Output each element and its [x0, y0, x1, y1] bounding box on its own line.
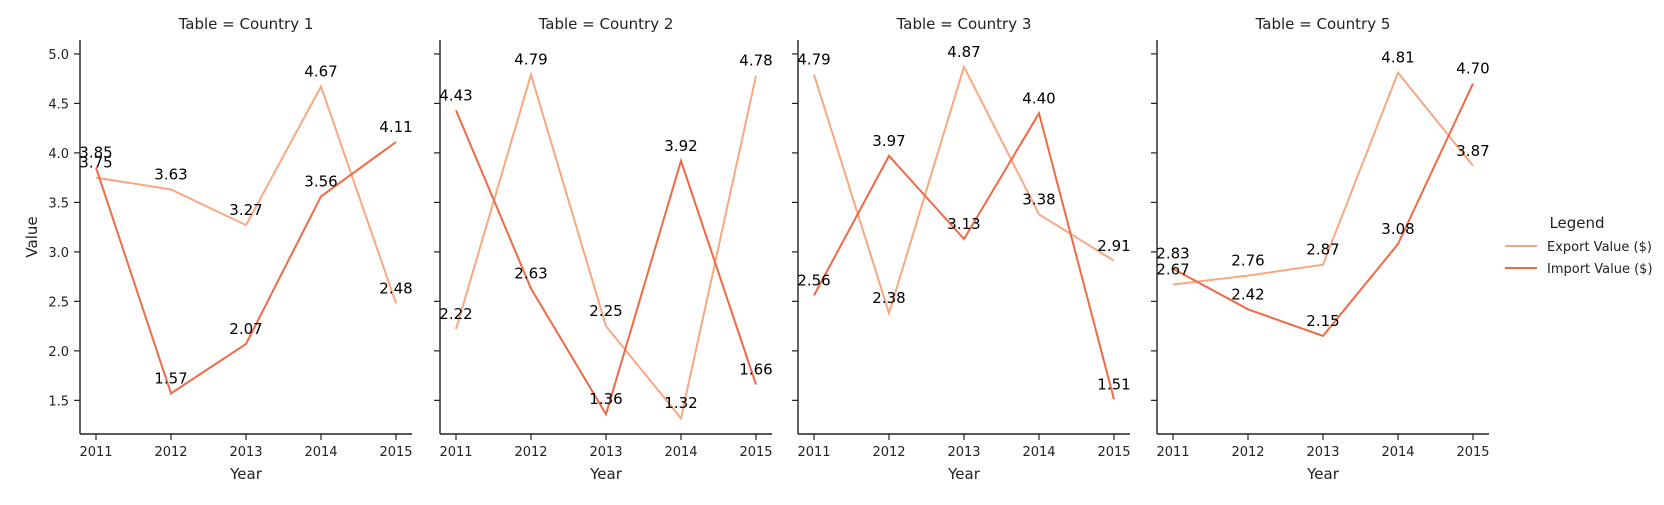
y-tick-label: 1.5: [48, 394, 69, 409]
data-label: 1.51: [1097, 375, 1130, 393]
x-axis-label: Year: [229, 465, 263, 483]
x-tick-label: 2014: [1022, 445, 1055, 460]
y-tick-label: 5.0: [48, 48, 69, 63]
data-label: 4.70: [1456, 60, 1489, 78]
y-tick-label: 3.0: [48, 246, 69, 261]
data-label: 4.43: [439, 86, 472, 104]
x-tick-label: 2011: [439, 445, 472, 460]
data-label: 1.66: [739, 361, 772, 379]
y-tick-label: 4.5: [48, 97, 69, 112]
legend-entry: Export Value ($): [1547, 240, 1652, 255]
x-tick-label: 2012: [154, 445, 187, 460]
x-tick-label: 2013: [589, 445, 622, 460]
data-label: 4.79: [514, 51, 547, 69]
facet-title: Table = Country 3: [896, 15, 1032, 33]
series-line-export: [1172, 70, 1474, 286]
x-axis-label: Year: [1306, 465, 1340, 483]
x-axis-label: Year: [589, 465, 623, 483]
series-line-export: [813, 64, 1115, 317]
data-label: 2.56: [797, 271, 830, 289]
data-label: 3.63: [154, 166, 187, 184]
x-tick-label: 2014: [304, 445, 337, 460]
y-tick-label: 2.0: [48, 345, 69, 360]
facet-title: Table = Country 5: [1255, 15, 1391, 33]
y-tick-label: 3.5: [48, 196, 69, 211]
x-tick-label: 2012: [514, 445, 547, 460]
x-tick-label: 2012: [872, 445, 905, 460]
legend-title: Legend: [1549, 214, 1604, 232]
data-label: 2.15: [1306, 312, 1339, 330]
data-label: 3.85: [79, 144, 112, 162]
data-label: 3.27: [229, 201, 262, 219]
y-axis-label: Value: [23, 216, 41, 257]
x-tick-label: 2011: [1156, 445, 1189, 460]
data-label: 3.56: [304, 172, 337, 190]
data-label: 3.75: [79, 154, 112, 172]
series-line-import: [455, 109, 757, 417]
facet-title: Table = Country 2: [538, 15, 674, 33]
series-line-import: [95, 141, 397, 395]
data-label: 4.79: [797, 51, 830, 69]
x-tick-label: 2013: [1306, 445, 1339, 460]
data-label: 3.38: [1022, 190, 1055, 208]
data-label: 2.22: [439, 305, 472, 323]
data-label: 2.67: [1156, 261, 1189, 279]
data-label: 2.91: [1097, 237, 1130, 255]
data-label: 1.57: [154, 369, 187, 387]
legend-entry: Import Value ($): [1547, 262, 1653, 277]
data-label: 4.87: [947, 43, 980, 61]
x-tick-label: 2015: [1097, 445, 1130, 460]
x-tick-label: 2014: [1381, 445, 1414, 460]
x-axis-label: Year: [947, 465, 981, 483]
data-label: 2.38: [872, 289, 905, 307]
data-label: 3.08: [1381, 220, 1414, 238]
facet-title: Table = Country 1: [178, 15, 314, 33]
data-label: 4.67: [304, 63, 337, 81]
x-tick-label: 2012: [1231, 445, 1264, 460]
data-label: 2.25: [589, 302, 622, 320]
data-label: 2.42: [1231, 285, 1264, 303]
series-line-import: [813, 110, 1115, 400]
y-tick-label: 4.0: [48, 147, 69, 162]
x-tick-label: 2011: [79, 445, 112, 460]
data-label: 2.48: [379, 279, 412, 297]
data-label: 2.87: [1306, 241, 1339, 259]
data-label: 1.36: [589, 390, 622, 408]
x-tick-label: 2014: [664, 445, 697, 460]
data-label: 3.13: [947, 215, 980, 233]
data-label: 4.40: [1022, 89, 1055, 107]
data-label: 3.97: [872, 132, 905, 150]
data-label: 1.32: [664, 394, 697, 412]
data-label: 3.92: [664, 137, 697, 155]
data-label: 2.76: [1231, 252, 1264, 270]
x-tick-label: 2013: [947, 445, 980, 460]
data-label: 2.07: [229, 320, 262, 338]
x-tick-label: 2013: [229, 445, 262, 460]
data-label: 2.63: [514, 264, 547, 282]
data-label: 4.11: [379, 118, 412, 136]
series-line-export: [95, 84, 397, 304]
x-tick-label: 2015: [1456, 445, 1489, 460]
data-label: 4.81: [1381, 49, 1414, 67]
series-line-export: [455, 71, 757, 421]
y-tick-label: 2.5: [48, 295, 69, 310]
data-label: 2.83: [1156, 245, 1189, 263]
data-label: 3.87: [1456, 142, 1489, 160]
x-tick-label: 2015: [739, 445, 772, 460]
x-tick-label: 2015: [379, 445, 412, 460]
data-label: 4.78: [739, 52, 772, 70]
series-line-import: [1172, 83, 1474, 338]
x-tick-label: 2011: [797, 445, 830, 460]
